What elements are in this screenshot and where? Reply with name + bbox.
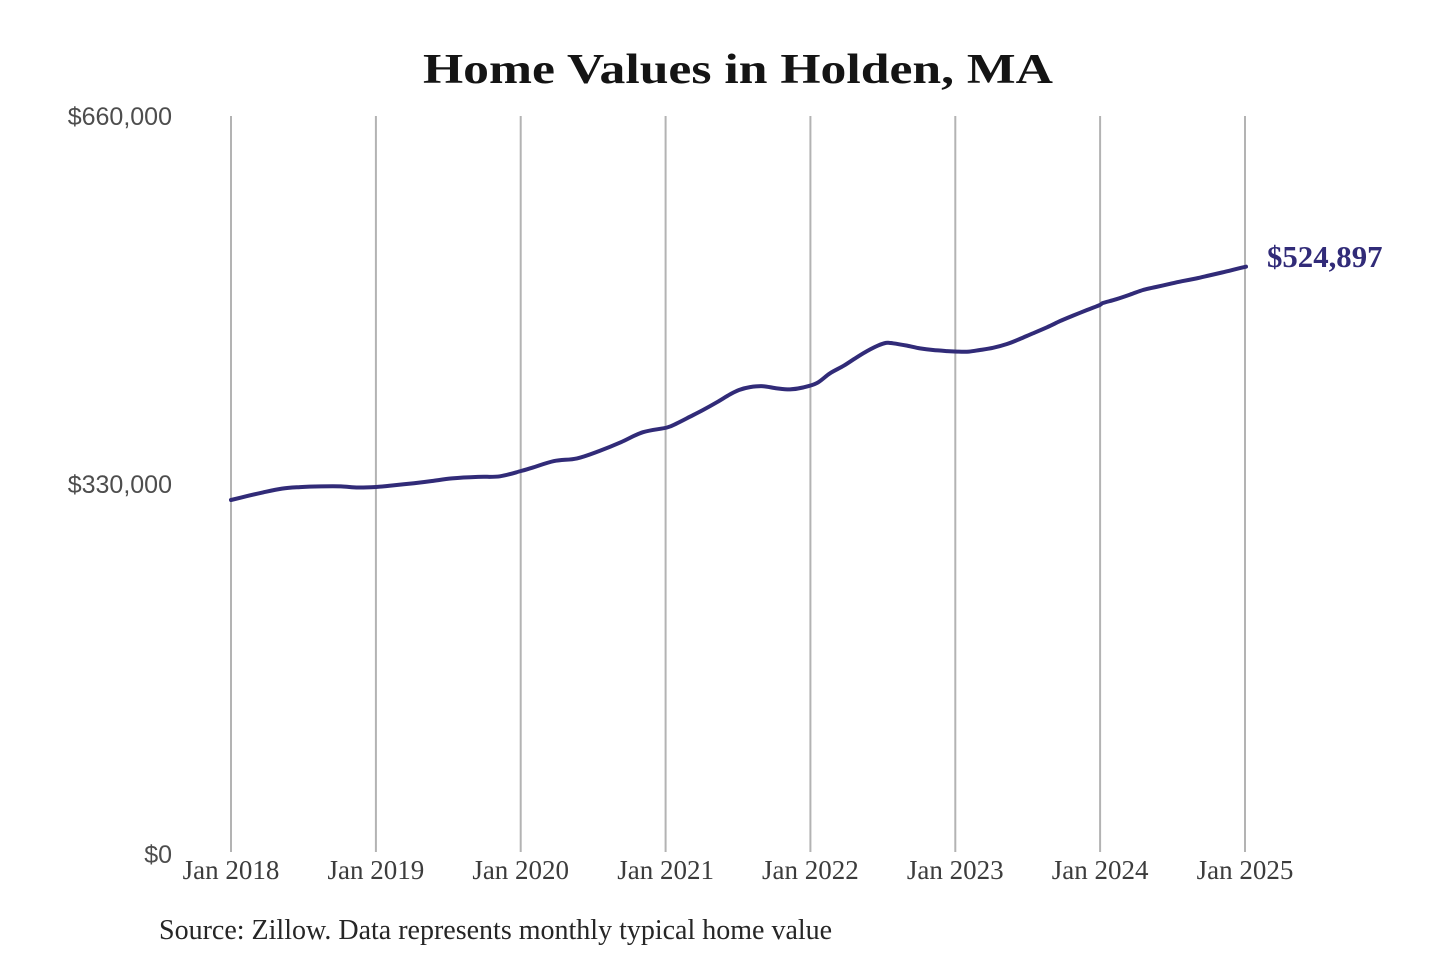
svg-text:Jan 2019: Jan 2019: [328, 855, 425, 885]
svg-text:Jan 2021: Jan 2021: [617, 855, 714, 885]
svg-text:Jan 2025: Jan 2025: [1197, 855, 1294, 885]
svg-text:$330,000: $330,000: [68, 471, 172, 499]
svg-text:Jan 2024: Jan 2024: [1052, 855, 1149, 885]
svg-text:Jan 2018: Jan 2018: [183, 855, 280, 885]
svg-text:$0: $0: [144, 841, 172, 869]
svg-text:$660,000: $660,000: [68, 103, 172, 131]
svg-text:Jan 2022: Jan 2022: [762, 855, 859, 885]
svg-text:Home Values in Holden, MA: Home Values in Holden, MA: [423, 47, 1054, 93]
svg-text:Jan 2020: Jan 2020: [472, 855, 569, 885]
svg-text:Source: Zillow. Data represent: Source: Zillow. Data represents monthly …: [159, 915, 832, 946]
svg-text:$524,897: $524,897: [1267, 240, 1383, 274]
svg-text:Jan 2023: Jan 2023: [907, 855, 1004, 885]
